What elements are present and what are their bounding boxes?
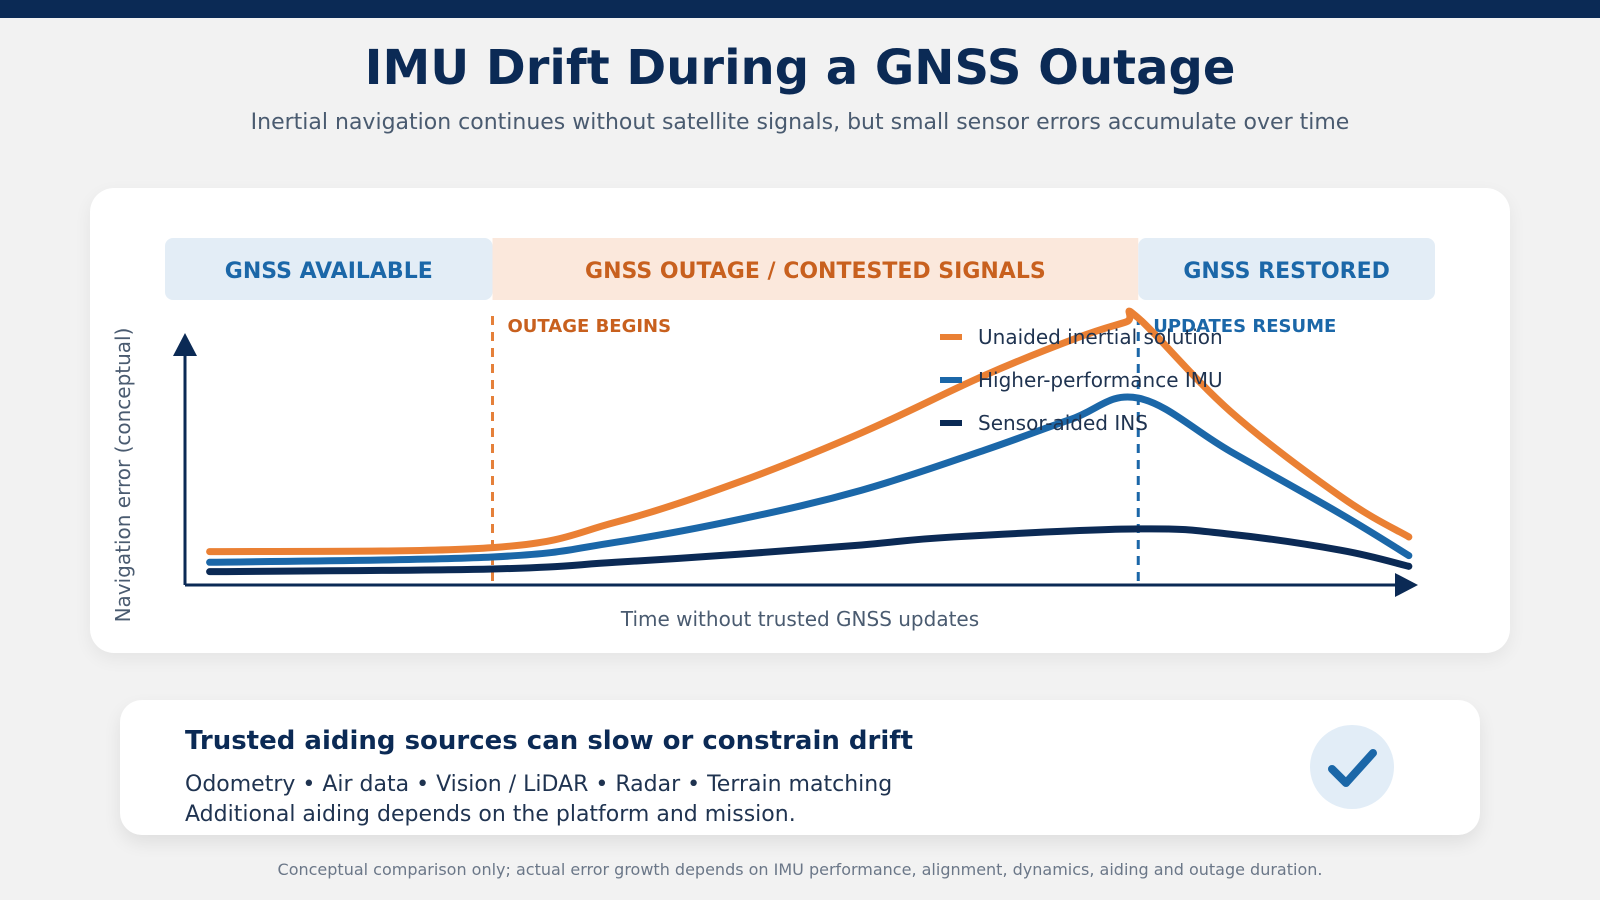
- aiding-info-card: Trusted aiding sources can slow or const…: [120, 700, 1480, 835]
- aiding-note: Additional aiding depends on the platfor…: [185, 802, 796, 827]
- page-subtitle: Inertial navigation continues without sa…: [250, 110, 1350, 135]
- checkmark-icon: [1310, 725, 1394, 809]
- info-title: Trusted aiding sources can slow or const…: [185, 726, 913, 756]
- footnote: Conceptual comparison only; actual error…: [277, 860, 1323, 879]
- chart-card: [90, 188, 1510, 653]
- top-accent-bar: [0, 0, 1600, 18]
- aiding-sources-list: Odometry • Air data • Vision / LiDAR • R…: [185, 772, 893, 797]
- page-title: IMU Drift During a GNSS Outage: [364, 40, 1236, 96]
